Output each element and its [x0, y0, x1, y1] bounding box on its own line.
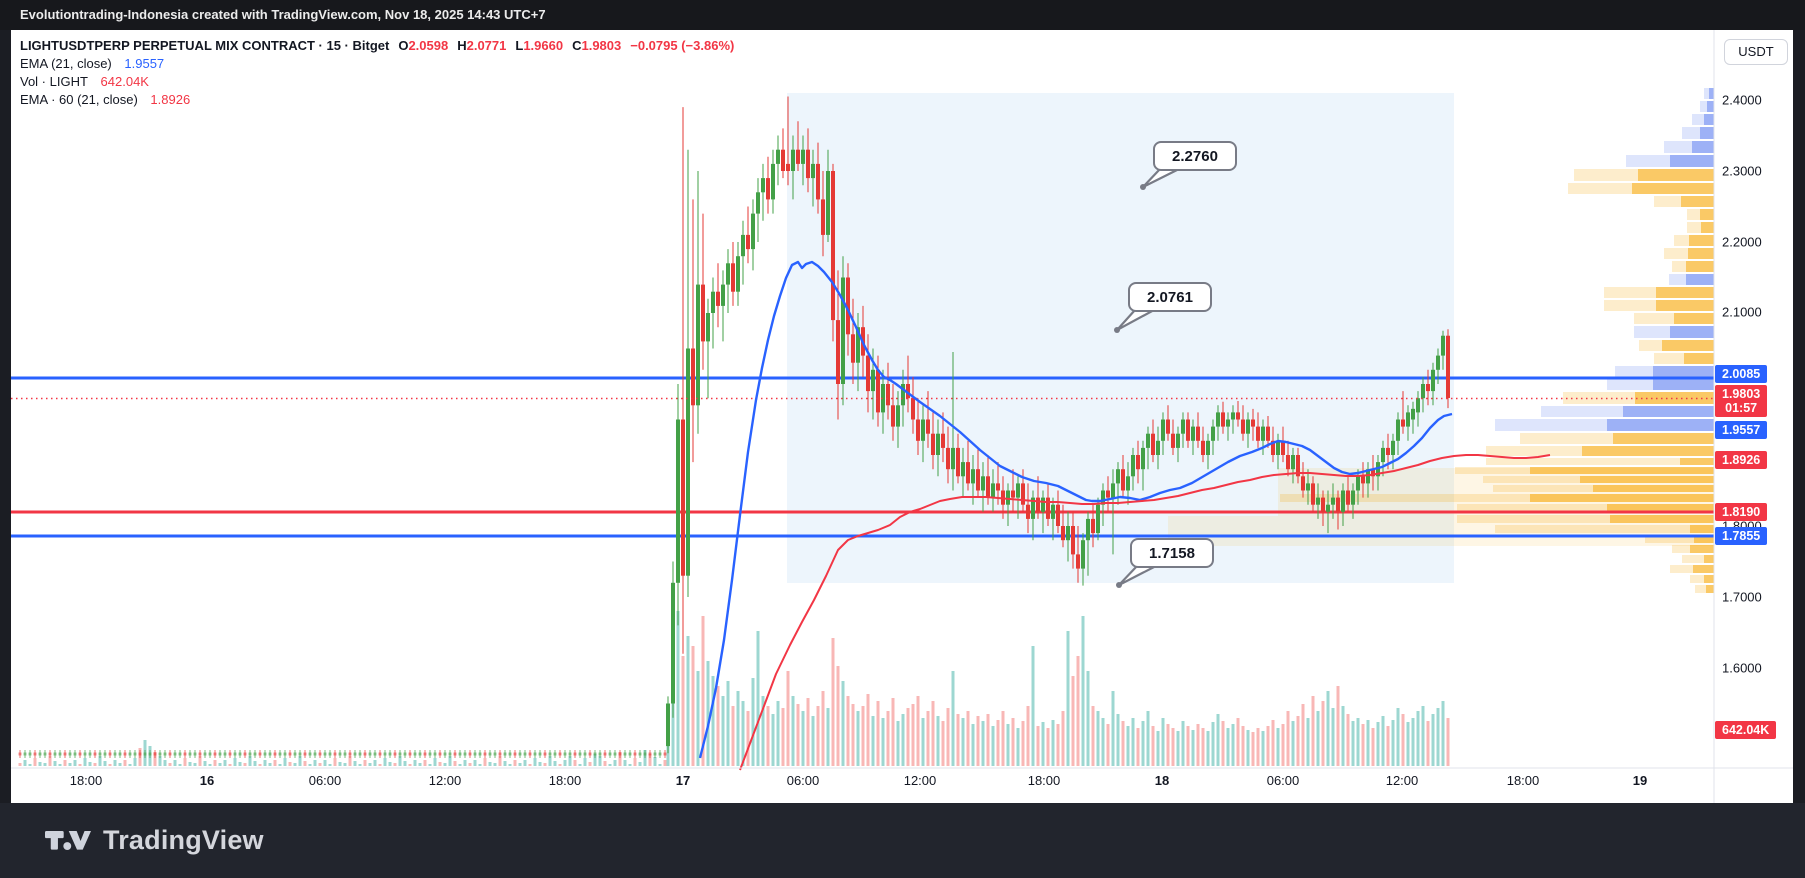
chart-window: [11, 30, 1793, 803]
time-axis-label: 18:00: [1027, 773, 1061, 788]
time-axis-label: 06:00: [308, 773, 342, 788]
ema-60-label: EMA · 60 (21, close): [20, 92, 138, 107]
time-axis-label: 18:00: [69, 773, 103, 788]
volume-series: [666, 611, 1450, 766]
price-tick-label: 1.6000: [1722, 660, 1762, 676]
price-tick-label: 2.4000: [1722, 92, 1762, 108]
price-line-label: 2.0085: [1715, 365, 1768, 383]
price-callout[interactable]: 1.7158: [1130, 538, 1214, 568]
attribution-bar: Evolutiontrading-Indonesia created with …: [0, 0, 1805, 30]
ema-lines: [698, 260, 1551, 771]
time-axis-label: 06:00: [786, 773, 820, 788]
chart-legend: LIGHTUSDTPERP PERPETUAL MIX CONTRACT · 1…: [20, 37, 734, 109]
attribution-text: Evolutiontrading-Indonesia created with …: [20, 7, 546, 22]
ema-60-value: 1.8926: [150, 92, 191, 107]
volume-value: 642.04K: [100, 74, 149, 89]
ohlc-value: 1.9660: [523, 38, 564, 53]
horizontal-price-lines[interactable]: [11, 376, 1714, 538]
ohlc-value: 2.0771: [466, 38, 507, 53]
tradingview-brand[interactable]: TradingView: [45, 823, 264, 859]
time-axis-label: 12:00: [428, 773, 462, 788]
time-axis-label: 06:00: [1266, 773, 1300, 788]
currency-toggle-button[interactable]: USDT: [1724, 39, 1788, 65]
tradingview-logo-icon: [45, 830, 91, 850]
price-tick-label: 2.2000: [1722, 234, 1762, 250]
ohlc-letter: H: [457, 38, 467, 53]
price-line-label: 1.7855: [1715, 527, 1768, 545]
volume-legend-row[interactable]: Vol · LIGHT 642.04K: [20, 73, 734, 91]
time-axis-label: 19: [1632, 773, 1648, 788]
last-price-countdown-label: 1.9803 01:57: [1715, 385, 1768, 417]
time-axis-label: 16: [199, 773, 215, 788]
price-tick-label: 2.1000: [1722, 304, 1762, 320]
price-callout[interactable]: 2.2760: [1153, 141, 1237, 171]
symbol-title: LIGHTUSDTPERP PERPETUAL MIX CONTRACT · 1…: [20, 38, 390, 53]
symbol-ohlc-row[interactable]: LIGHTUSDTPERP PERPETUAL MIX CONTRACT · 1…: [20, 37, 734, 55]
ema-21-label: EMA (21, close): [20, 56, 112, 71]
ohlc-letter: C: [572, 38, 582, 53]
price-line-label: 1.8190: [1715, 503, 1768, 521]
time-axis-label: 18:00: [548, 773, 582, 788]
change-value: −0.0795 (−3.86%): [630, 38, 735, 53]
footer-bar: TradingView: [0, 803, 1805, 878]
price-callout[interactable]: 2.0761: [1128, 282, 1212, 312]
ema-21-value: 1.9557: [124, 56, 165, 71]
price-line-label: 1.9557: [1715, 421, 1768, 439]
ema-60-legend-row[interactable]: EMA · 60 (21, close) 1.8926: [20, 91, 734, 109]
time-axis-label: 12:00: [903, 773, 937, 788]
volume-label: Vol · LIGHT: [20, 74, 88, 89]
ohlc-letter: O: [398, 38, 409, 53]
callout-tails: [1114, 167, 1181, 588]
price-tick-label: 2.3000: [1722, 163, 1762, 179]
price-tick-label: 1.7000: [1722, 589, 1762, 605]
tradingview-brand-text: TradingView: [103, 825, 264, 855]
ohlc-value: 2.0598: [408, 38, 449, 53]
time-axis-label: 18: [1154, 773, 1170, 788]
axis-separators: [11, 30, 1793, 803]
ohlc-letter: L: [515, 38, 524, 53]
volume-profile: [1168, 88, 1714, 593]
time-axis-label: 12:00: [1385, 773, 1419, 788]
ema-21-legend-row[interactable]: EMA (21, close) 1.9557: [20, 55, 734, 73]
price-line-label: 642.04K: [1715, 721, 1777, 739]
price-line-label: 1.8926: [1715, 451, 1768, 469]
ohlc-value: 1.9803: [581, 38, 622, 53]
prepump-series: [18, 740, 667, 766]
time-axis-label: 18:00: [1506, 773, 1540, 788]
time-axis-label: 17: [675, 773, 691, 788]
chart-plot[interactable]: [11, 30, 1793, 803]
